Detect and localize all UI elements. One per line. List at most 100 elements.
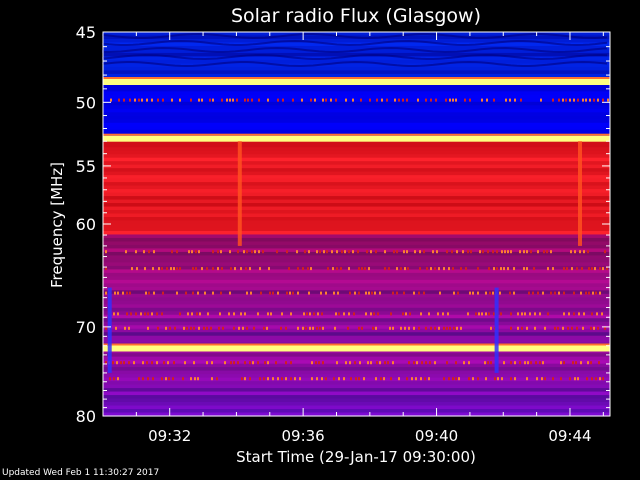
rfi-dot	[455, 361, 457, 365]
spectrum-row	[103, 360, 610, 365]
rfi-dot	[152, 377, 154, 381]
rfi-dot	[113, 377, 115, 381]
rfi-dot	[217, 250, 219, 254]
rfi-dot	[540, 98, 542, 102]
rfi-dot	[550, 250, 552, 254]
rfi-dot	[196, 312, 198, 316]
rfi-dot	[384, 267, 386, 271]
rfi-dot	[332, 267, 334, 271]
rfi-dot	[368, 267, 370, 271]
rfi-dot	[370, 250, 372, 254]
spectrum-row	[103, 45, 610, 51]
spectrum-row	[103, 283, 610, 288]
rfi-dot	[321, 312, 323, 316]
rfi-dot	[585, 98, 587, 102]
spectrum-row	[103, 143, 610, 148]
rfi-dot	[144, 312, 146, 316]
rfi-dot	[206, 326, 208, 330]
rfi-dot	[316, 377, 318, 381]
rfi-dot	[348, 267, 350, 271]
rfi-dot	[430, 326, 432, 330]
rfi-dot	[370, 312, 372, 316]
rfi-dot	[448, 377, 450, 381]
rfi-dot	[343, 377, 345, 381]
rfi-dot	[485, 291, 487, 295]
rfi-dot	[105, 267, 107, 271]
rfi-dot	[374, 291, 376, 295]
spectrum-row	[103, 38, 610, 44]
rfi-dot	[147, 312, 149, 316]
rfi-dot	[236, 98, 238, 102]
rfi-dot	[517, 312, 519, 316]
rfi-dot	[330, 98, 332, 102]
rfi-dot	[126, 312, 128, 316]
rfi-dot	[176, 291, 178, 295]
rfi-dot	[606, 267, 608, 271]
rfi-dot	[446, 326, 448, 330]
rfi-dot	[116, 361, 118, 365]
rfi-dot	[138, 98, 140, 102]
rfi-dot	[514, 361, 516, 365]
rfi-dot	[542, 361, 544, 365]
band-texture	[102, 46, 608, 54]
rfi-dot	[143, 250, 145, 254]
rfi-dot	[402, 98, 404, 102]
rfi-dot	[142, 361, 144, 365]
spectrum-row	[103, 251, 610, 257]
rfi-dot	[573, 291, 575, 295]
rfi-dot	[176, 250, 178, 254]
spectrum-row	[103, 374, 610, 379]
rfi-dot	[602, 98, 604, 102]
rfi-dot	[220, 250, 222, 254]
rfi-dot	[115, 326, 117, 330]
rfi-dot	[245, 267, 247, 271]
rfi-dot	[145, 291, 147, 295]
rfi-dot	[558, 98, 560, 102]
rfi-dot	[386, 98, 388, 102]
rfi-dot	[534, 312, 536, 316]
spectrum-row	[103, 409, 610, 414]
rfi-dot	[588, 267, 590, 271]
rfi-dot	[195, 267, 197, 271]
rfi-dot	[246, 326, 248, 330]
rfi-dot	[510, 250, 512, 254]
rfi-dot	[211, 377, 213, 381]
x-tick-label: 09:40	[415, 427, 458, 445]
rfi-dot	[604, 250, 606, 254]
rfi-dot	[358, 326, 360, 330]
rfi-dot	[185, 291, 187, 295]
y-tick-label: 45	[76, 23, 96, 42]
spectrum-row	[103, 210, 610, 215]
rfi-dot	[230, 267, 232, 271]
rfi-dot	[229, 98, 231, 102]
band-texture	[102, 53, 608, 61]
rfi-dot	[582, 326, 584, 330]
spectrum-row	[103, 196, 610, 201]
spectrum-row	[103, 154, 610, 159]
rfi-dot	[140, 312, 142, 316]
spectrum-row	[103, 227, 610, 232]
rfi-dot	[472, 291, 474, 295]
rfi-dot	[307, 267, 309, 271]
spectrum-row	[103, 73, 610, 78]
rfi-dot	[323, 250, 325, 254]
rfi-dot	[528, 291, 530, 295]
rfi-dot	[352, 250, 354, 254]
rfi-dot	[333, 291, 335, 295]
rfi-dot	[390, 312, 392, 316]
rfi-dot	[207, 312, 209, 316]
rfi-dot	[190, 98, 192, 102]
rfi-dot	[392, 291, 394, 295]
rfi-dot	[114, 291, 116, 295]
rfi-dot	[246, 291, 248, 295]
rfi-dot	[277, 98, 279, 102]
rfi-dot	[237, 250, 239, 254]
rfi-dot	[138, 377, 140, 381]
rfi-dot	[289, 291, 291, 295]
rfi-dot	[462, 250, 464, 254]
rfi-dot	[285, 326, 287, 330]
rfi-dot	[191, 250, 193, 254]
rfi-dot	[485, 377, 487, 381]
rfi-dot	[296, 250, 298, 254]
rfi-dot	[443, 377, 445, 381]
